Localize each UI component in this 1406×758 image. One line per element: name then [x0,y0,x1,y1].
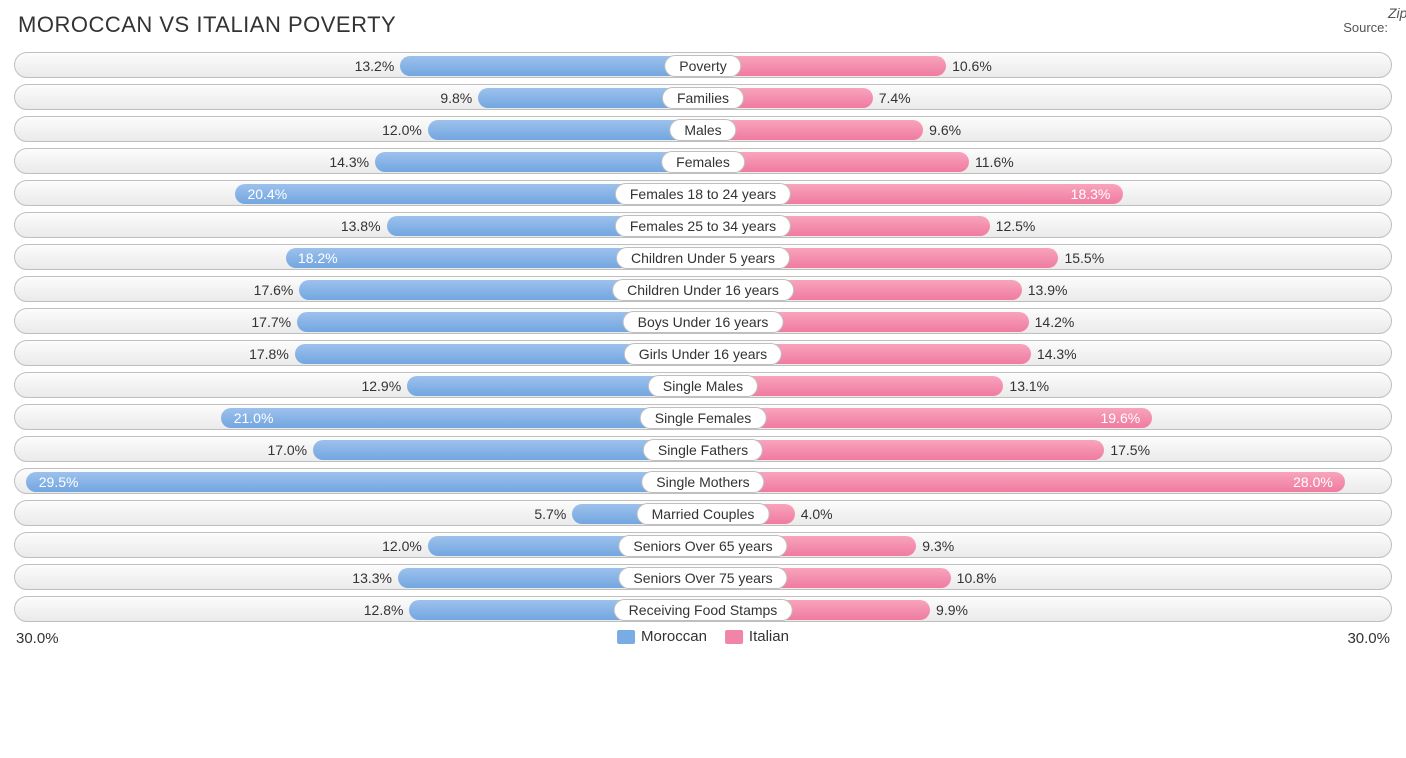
category-label: Children Under 16 years [612,279,794,301]
chart-row: 18.2% 15.5% Children Under 5 years [14,244,1392,270]
value-moroccan: 5.7% [534,501,566,527]
category-label: Single Fathers [643,439,763,461]
category-label: Poverty [664,55,741,77]
legend-label-moroccan: Moroccan [641,628,707,645]
chart-row: 17.6% 13.9% Children Under 16 years [14,276,1392,302]
legend-item-moroccan: Moroccan [617,628,707,645]
value-moroccan: 12.9% [361,373,401,399]
chart-row: 17.7% 14.2% Boys Under 16 years [14,308,1392,334]
value-italian: 9.6% [929,117,961,143]
value-moroccan: 12.8% [364,597,404,623]
chart-row: 13.8% 12.5% Females 25 to 34 years [14,212,1392,238]
chart-row: 12.0% 9.3% Seniors Over 65 years [14,532,1392,558]
bar-moroccan [400,56,703,76]
bar-moroccan [428,120,703,140]
value-moroccan: 18.2% [298,245,338,271]
category-label: Receiving Food Stamps [614,599,793,621]
value-moroccan: 13.8% [341,213,381,239]
value-moroccan: 17.7% [251,309,291,335]
chart-title: MOROCCAN VS ITALIAN POVERTY [18,12,396,38]
axis-max-right: 30.0% [1347,630,1390,647]
category-label: Females 25 to 34 years [615,215,791,237]
category-label: Females 18 to 24 years [615,183,791,205]
value-moroccan: 12.0% [382,117,422,143]
bar-italian [703,440,1104,460]
category-label: Single Mothers [641,471,764,493]
category-label: Girls Under 16 years [624,343,782,365]
chart-row: 20.4% 18.3% Females 18 to 24 years [14,180,1392,206]
category-label: Seniors Over 75 years [618,567,787,589]
value-italian: 7.4% [879,85,911,111]
chart-row: 12.9% 13.1% Single Males [14,372,1392,398]
category-label: Families [662,87,744,109]
chart-row: 13.3% 10.8% Seniors Over 75 years [14,564,1392,590]
chart-row: 13.2% 10.6% Poverty [14,52,1392,78]
category-label: Children Under 5 years [616,247,790,269]
category-label: Males [669,119,736,141]
value-moroccan: 20.4% [247,181,287,207]
category-label: Seniors Over 65 years [618,535,787,557]
value-italian: 15.5% [1064,245,1104,271]
category-label: Single Males [648,375,758,397]
chart-row: 5.7% 4.0% Married Couples [14,500,1392,526]
chart-container: MOROCCAN VS ITALIAN POVERTY Source: ZipA… [0,0,1406,662]
value-moroccan: 17.8% [249,341,289,367]
category-label: Single Females [640,407,767,429]
legend-swatch-italian [725,630,743,644]
bar-moroccan [375,152,703,172]
bar-moroccan [26,472,703,492]
value-moroccan: 14.3% [329,149,369,175]
value-italian: 10.6% [952,53,992,79]
value-moroccan: 9.8% [440,85,472,111]
value-moroccan: 17.0% [267,437,307,463]
value-italian: 17.5% [1110,437,1150,463]
value-italian: 10.8% [957,565,997,591]
chart-row: 9.8% 7.4% Families [14,84,1392,110]
value-italian: 18.3% [1071,181,1111,207]
category-label: Married Couples [637,503,770,525]
chart-rows: 13.2% 10.6% Poverty 9.8% 7.4% Families 12.0% 9.… [14,52,1392,622]
source-label: Source: [1343,20,1388,35]
value-italian: 9.3% [922,533,954,559]
chart-header: MOROCCAN VS ITALIAN POVERTY Source: ZipA… [14,12,1392,38]
value-italian: 4.0% [801,501,833,527]
value-italian: 28.0% [1293,469,1333,495]
category-label: Boys Under 16 years [623,311,784,333]
chart-row: 29.5% 28.0% Single Mothers [14,468,1392,494]
chart-row: 21.0% 19.6% Single Females [14,404,1392,430]
chart-row: 14.3% 11.6% Females [14,148,1392,174]
bar-moroccan [221,408,703,428]
source-value: ZipAtlas.com [1388,0,1406,26]
chart-row: 12.8% 9.9% Receiving Food Stamps [14,596,1392,622]
legend-item-italian: Italian [725,628,789,645]
bar-italian [703,408,1152,428]
value-moroccan: 29.5% [39,469,79,495]
chart-row: 12.0% 9.6% Males [14,116,1392,142]
legend-swatch-moroccan [617,630,635,644]
value-moroccan: 17.6% [254,277,294,303]
value-italian: 13.1% [1009,373,1049,399]
bar-italian [703,472,1345,492]
chart-legend: Moroccan Italian [617,628,789,645]
value-italian: 12.5% [996,213,1036,239]
chart-source: Source: ZipAtlas.com [1343,20,1388,35]
value-moroccan: 12.0% [382,533,422,559]
legend-label-italian: Italian [749,628,789,645]
value-moroccan: 21.0% [234,405,274,431]
category-label: Females [661,151,745,173]
value-italian: 14.3% [1037,341,1077,367]
value-italian: 11.6% [975,149,1014,175]
chart-row: 17.8% 14.3% Girls Under 16 years [14,340,1392,366]
value-moroccan: 13.2% [355,53,395,79]
chart-footer: 30.0% Moroccan Italian 30.0% [14,628,1392,652]
value-italian: 9.9% [936,597,968,623]
value-moroccan: 13.3% [352,565,392,591]
value-italian: 19.6% [1100,405,1140,431]
value-italian: 14.2% [1035,309,1075,335]
chart-row: 17.0% 17.5% Single Fathers [14,436,1392,462]
value-italian: 13.9% [1028,277,1068,303]
axis-max-left: 30.0% [16,630,59,647]
